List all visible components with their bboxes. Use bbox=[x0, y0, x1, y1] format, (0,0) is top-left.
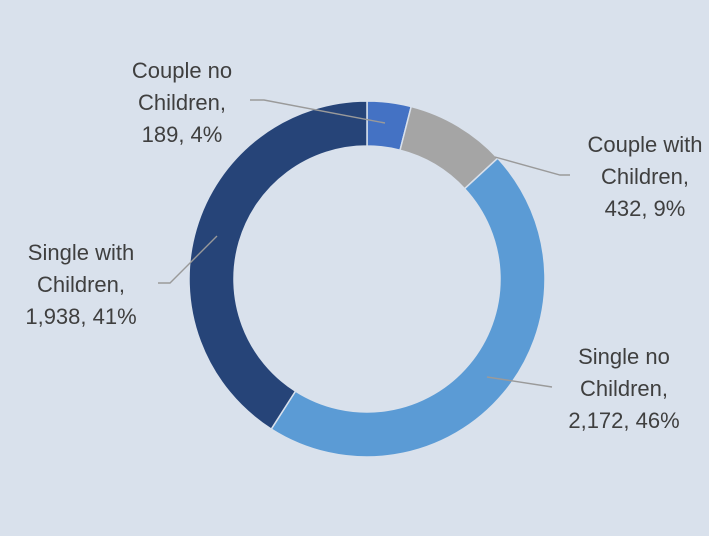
data-label-line: 1,938, 41% bbox=[25, 304, 136, 329]
data-label-line: 432, 9% bbox=[605, 196, 686, 221]
data-labels-group: Couple no Children, 189, 4% Couple with Chil… bbox=[25, 58, 702, 433]
data-label-line: Couple no bbox=[132, 58, 232, 83]
leader-line-couple-no-children bbox=[250, 99, 386, 124]
data-label-line: Single with bbox=[28, 240, 134, 265]
data-label-single-with-children: Single with Children, 1,938, 41% bbox=[25, 240, 136, 329]
leader-lines-group bbox=[158, 99, 570, 388]
data-label-line: Couple with bbox=[588, 132, 703, 157]
slice-single-with-children bbox=[188, 100, 368, 431]
leader-line-single-with-children bbox=[158, 235, 218, 284]
data-label-line: Children, bbox=[601, 164, 689, 189]
data-label-couple-no-children: Couple no Children, 189, 4% bbox=[132, 58, 232, 147]
slice-single-no-children bbox=[270, 157, 546, 458]
slices-group bbox=[188, 100, 546, 458]
data-label-line: Children, bbox=[580, 376, 668, 401]
data-label-single-no-children: Single no Children, 2,172, 46% bbox=[568, 344, 679, 433]
leader-line-single-no-children bbox=[486, 376, 553, 388]
data-label-line: 2,172, 46% bbox=[568, 408, 679, 433]
data-label-line: 189, 4% bbox=[142, 122, 223, 147]
data-label-line: Children, bbox=[138, 90, 226, 115]
data-label-line: Single no bbox=[578, 344, 670, 369]
data-label-line: Children, bbox=[37, 272, 125, 297]
data-label-couple-with-children: Couple with Children, 432, 9% bbox=[588, 132, 703, 221]
leader-line-couple-with-children bbox=[494, 156, 570, 176]
